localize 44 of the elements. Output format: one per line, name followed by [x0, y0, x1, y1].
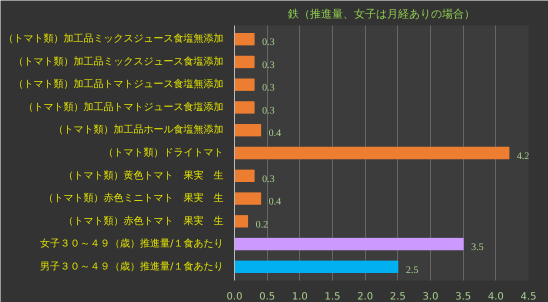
y-tick-label: （トマト類）黄色トマト 果実 生: [64, 169, 224, 182]
bar: [234, 192, 262, 205]
y-tick-label: （トマト類）加工品トマトジュース食塩添加: [24, 100, 224, 113]
y-tick-label: （トマト類）加工品ミックスジュース食塩添加: [14, 55, 224, 68]
y-tick-label: （トマト類）赤色ミニトマト 果実 生: [44, 192, 224, 204]
data-label: 0.3: [262, 105, 275, 116]
bar: [234, 146, 510, 160]
data-label: 2.5: [406, 264, 418, 276]
data-label: 0.4: [268, 196, 282, 208]
y-tick-label: （トマト類）加工品トマトジュース食塩無添加: [14, 78, 224, 90]
bar: [234, 215, 248, 228]
x-tick-label: 0.5: [259, 292, 276, 302]
x-tick-label: 1.5: [324, 292, 340, 302]
chart-title: 鉄（推進量、女子は月経ありの場合）: [288, 8, 475, 20]
x-tick-label: 0.0: [226, 292, 242, 302]
y-tick-label: 男子３０～４９（歳）推進量/１食あたり: [40, 260, 224, 272]
data-label: 0.2: [256, 219, 268, 230]
x-tick-label: 2.0: [357, 292, 374, 302]
data-label: 4.2: [516, 151, 530, 162]
bar: [234, 32, 255, 46]
data-label: 0.3: [262, 82, 275, 94]
y-tick-label: （トマト類）赤色トマト 果実 生: [64, 214, 224, 227]
x-tick-label: 4.5: [520, 292, 536, 302]
data-label: 0.3: [262, 174, 275, 185]
y-tick-label: （トマト類）ドライトマト: [104, 146, 224, 158]
bar: [234, 78, 255, 91]
bar: [234, 260, 398, 274]
y-tick-label: （トマト類）加工品ホール食塩無添加: [54, 124, 224, 136]
data-label: 0.4: [268, 128, 282, 140]
data-label: 0.3: [262, 60, 275, 71]
data-label: 3.5: [471, 242, 484, 254]
bar: [234, 170, 255, 182]
x-tick-label: 4.0: [488, 292, 504, 302]
x-tick-label: 3.5: [455, 292, 472, 302]
y-tick-label: （トマト類）加工品ミックスジュース食塩無添加: [4, 32, 224, 45]
x-tick-label: 1.0: [292, 292, 308, 302]
bar: [234, 56, 255, 68]
y-tick-label: 女子３０～４９（歳）推進量/１食あたり: [40, 238, 224, 250]
bar: [234, 101, 255, 114]
bar: [234, 238, 464, 250]
bar: [234, 124, 262, 136]
x-tick-label: 3.0: [422, 292, 438, 302]
x-tick-label: 2.5: [390, 292, 406, 302]
data-label: 0.3: [262, 37, 275, 48]
